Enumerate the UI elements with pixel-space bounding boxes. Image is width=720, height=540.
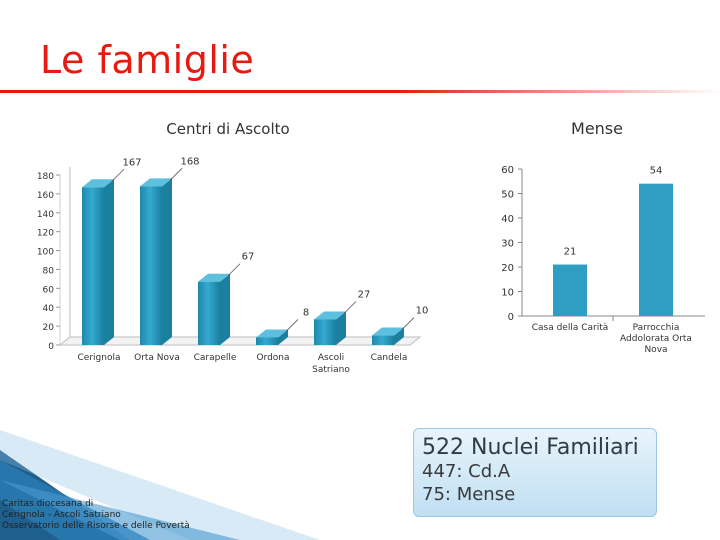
- data-label-leader: [285, 319, 299, 332]
- y-tick-label: 0: [508, 312, 514, 323]
- footer-decoration: [0, 430, 320, 540]
- bar-top-cerignola: [82, 179, 114, 188]
- y-tick-label: 60: [501, 165, 514, 176]
- data-label-leader: [227, 263, 241, 277]
- bar-cerignola: [82, 187, 104, 345]
- bar-side-candela: [394, 327, 404, 345]
- y-tick-label: 140: [37, 210, 54, 220]
- y-tick-label: 180: [37, 172, 54, 182]
- footer-line-3: Osservatorio delle Risorse e delle Pover…: [2, 521, 190, 531]
- footer-line-2: Cerignola - Ascoli Satriano: [2, 510, 121, 520]
- data-label-ascoli-satriano: 27: [358, 290, 371, 301]
- y-tick-label: 50: [501, 190, 514, 201]
- y-tick-label: 100: [37, 248, 54, 258]
- x-label-ordona: Ordona: [256, 353, 289, 363]
- y-tick-label: 20: [43, 323, 55, 333]
- data-label-orta-nova: 168: [180, 156, 199, 167]
- data-label-leader: [401, 317, 415, 330]
- y-tick-label: 160: [37, 191, 54, 201]
- nuclei-callout: 522 Nuclei Familiari 447: Cd.A 75: Mense: [413, 428, 657, 517]
- bar-top-candela: [372, 327, 404, 336]
- data-label-carapelle: 67: [242, 252, 255, 263]
- bar-top-orta-nova: [140, 178, 172, 187]
- bar-side-cerignola: [104, 179, 114, 345]
- x-label-parrocchia-addolorata-orta-nova: Parrocchia Addolorata Orta Nova: [620, 323, 692, 355]
- x-label-casa-della-carit: Casa della Carità: [532, 323, 609, 333]
- bar-side-orta-nova: [162, 178, 172, 345]
- data-label-parrocchia-addolorata-orta-nova: 54: [650, 166, 663, 177]
- data-label-casa-della-carit: 21: [564, 247, 577, 258]
- bar-ascoli-satriano: [314, 319, 336, 345]
- chart-title-mense: Mense: [571, 119, 623, 138]
- chart-title-centri: Centri di Ascolto: [166, 120, 289, 138]
- bar-top-carapelle: [198, 273, 230, 282]
- callout-mense: 75: Mense: [422, 484, 516, 505]
- bar-top-ordona: [256, 329, 288, 338]
- centri-ascolto-chart: Centri di Ascolto 0 20 40 60 80 100 120 140 160 18…: [37, 120, 429, 375]
- x-label-orta-nova: Orta Nova: [134, 353, 180, 363]
- data-label-ordona: 8: [303, 307, 309, 318]
- data-label-leader: [169, 168, 183, 181]
- bar-ordona: [256, 337, 278, 345]
- data-label-leader: [343, 301, 357, 314]
- chart-floor: [58, 336, 422, 346]
- callout-cda: 447: Cd.A: [422, 461, 511, 482]
- bar-parrocchia-addolorata-orta-nova: [639, 183, 673, 316]
- y-tick-label: 40: [501, 214, 514, 225]
- callout-total: 522 Nuclei Familiari: [422, 435, 639, 460]
- footer-credits: Caritas diocesana di Cerignola - Ascoli …: [2, 499, 190, 532]
- y-tick-label: 20: [501, 263, 514, 274]
- y-tick-label: 0: [48, 342, 54, 352]
- y-tick-label: 10: [501, 288, 514, 299]
- footer-line-1: Caritas diocesana di: [2, 499, 94, 509]
- y-tick-label: 40: [43, 304, 55, 314]
- x-label-ascoli-satriano: Ascoli Satriano: [312, 353, 350, 375]
- y-tick-label: 60: [43, 285, 55, 295]
- bar-side-ascoli-satriano: [336, 311, 346, 345]
- bar-carapelle: [198, 281, 220, 345]
- y-tick-label: 120: [37, 229, 54, 239]
- data-label-leader: [111, 168, 125, 182]
- data-label-candela: 10: [416, 306, 429, 317]
- y-tick-label: 80: [43, 266, 55, 276]
- bar-side-ordona: [278, 329, 288, 345]
- x-label-cerignola: Cerignola: [78, 353, 121, 363]
- data-label-cerignola: 167: [122, 157, 141, 168]
- charts-area: Centri di Ascolto02040608010012014016018…: [37, 119, 705, 375]
- bar-orta-nova: [140, 186, 162, 345]
- bar-candela: [372, 335, 394, 345]
- y-tick-label: 30: [501, 239, 514, 250]
- slide-title: Le famiglie: [40, 38, 255, 82]
- mense-chart: Mense 0 10 20 30 40 50 60 21 54 Casa della Carità P…: [501, 119, 705, 355]
- bar-top-ascoli-satriano: [314, 311, 346, 320]
- x-label-carapelle: Carapelle: [194, 353, 237, 363]
- bar-casa-della-carit: [553, 264, 587, 316]
- title-underline: [0, 90, 720, 93]
- bar-side-carapelle: [220, 273, 230, 345]
- x-label-candela: Candela: [371, 353, 408, 363]
